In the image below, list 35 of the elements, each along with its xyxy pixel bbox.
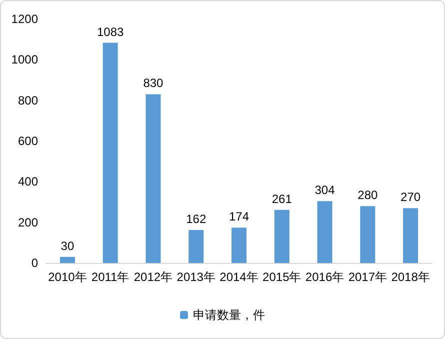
data-label: 830: [143, 76, 164, 90]
y-tick-label: 0: [31, 256, 38, 270]
bar: [146, 94, 161, 263]
data-label: 261: [272, 192, 292, 206]
x-tick-label: 2015年: [262, 270, 302, 284]
data-label: 270: [400, 190, 421, 204]
bar: [102, 42, 118, 263]
data-label: 30: [60, 238, 74, 253]
legend-label: 申请数量，件: [193, 308, 265, 322]
data-label: 280: [358, 188, 378, 202]
data-label: 304: [314, 183, 336, 198]
data-label: 162: [186, 212, 206, 226]
bar: [231, 228, 247, 263]
bar: [360, 206, 376, 263]
x-tick-label: 2017年: [348, 270, 388, 284]
y-tick-label: 1000: [11, 52, 38, 67]
x-tick-label: 2011年: [91, 270, 130, 284]
data-label: 174: [228, 210, 250, 224]
data-label: 1083: [96, 24, 124, 39]
x-tick-label: 2014年: [220, 270, 258, 284]
x-tick-label: 2010年: [48, 270, 87, 284]
bar: [317, 201, 332, 263]
x-tick-label: 2018年: [391, 270, 430, 284]
y-tick-label: 1200: [11, 12, 38, 26]
bar: [60, 256, 75, 263]
bar: [403, 208, 418, 263]
x-tick-label: 2013年: [176, 270, 216, 284]
y-tick-label: 800: [18, 93, 38, 108]
bar: [188, 230, 204, 263]
y-tick-label: 600: [18, 134, 38, 148]
x-tick-label: 2012年: [134, 270, 173, 284]
y-tick-label: 400: [18, 174, 38, 189]
bar: [274, 210, 290, 263]
x-tick-label: 2016年: [305, 270, 344, 284]
y-tick-label: 200: [18, 215, 38, 230]
